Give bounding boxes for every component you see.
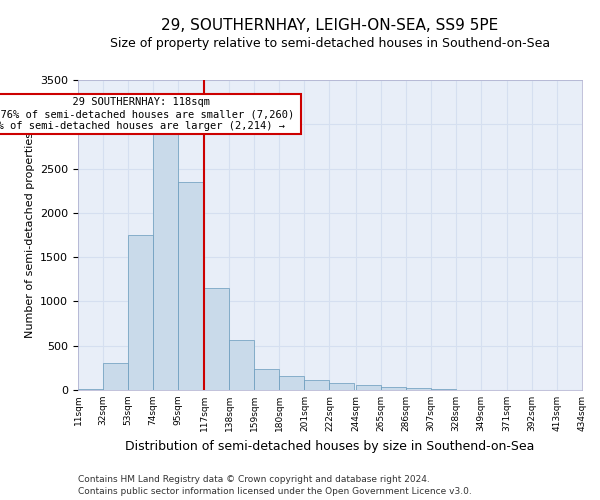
Bar — [254, 368, 280, 390]
Text: Size of property relative to semi-detached houses in Southend-on-Sea: Size of property relative to semi-detach… — [110, 38, 550, 51]
Bar — [153, 120, 178, 390]
X-axis label: Distribution of semi-detached houses by size in Southend-on-Sea: Distribution of semi-detached houses by … — [125, 440, 535, 452]
Bar — [431, 389, 456, 390]
Bar — [280, 376, 304, 390]
Bar — [329, 383, 355, 390]
Bar — [204, 288, 229, 390]
Bar — [304, 380, 329, 390]
Bar — [128, 235, 153, 390]
Text: Contains public sector information licensed under the Open Government Licence v3: Contains public sector information licen… — [78, 488, 472, 496]
Bar — [103, 364, 128, 390]
Bar — [380, 387, 406, 390]
Bar — [78, 388, 103, 390]
Text: Contains HM Land Registry data © Crown copyright and database right 2024.: Contains HM Land Registry data © Crown c… — [78, 475, 430, 484]
Bar — [178, 182, 203, 390]
Y-axis label: Number of semi-detached properties: Number of semi-detached properties — [25, 132, 35, 338]
Text: 29, SOUTHERNHAY, LEIGH-ON-SEA, SS9 5PE: 29, SOUTHERNHAY, LEIGH-ON-SEA, SS9 5PE — [161, 18, 499, 32]
Bar — [406, 388, 431, 390]
Bar — [229, 340, 254, 390]
Text: 29 SOUTHERNHAY: 118sqm  
← 76% of semi-detached houses are smaller (7,260)
23% o: 29 SOUTHERNHAY: 118sqm ← 76% of semi-det… — [0, 98, 298, 130]
Bar — [356, 385, 380, 390]
